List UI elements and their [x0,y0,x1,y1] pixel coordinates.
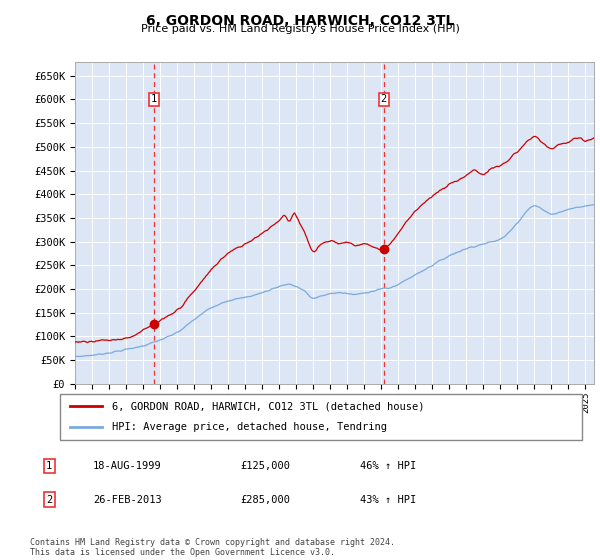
Text: 26-FEB-2013: 26-FEB-2013 [93,494,162,505]
Text: 6, GORDON ROAD, HARWICH, CO12 3TL: 6, GORDON ROAD, HARWICH, CO12 3TL [146,14,454,28]
Text: 6, GORDON ROAD, HARWICH, CO12 3TL (detached house): 6, GORDON ROAD, HARWICH, CO12 3TL (detac… [112,401,425,411]
Text: 43% ↑ HPI: 43% ↑ HPI [360,494,416,505]
Text: Price paid vs. HM Land Registry's House Price Index (HPI): Price paid vs. HM Land Registry's House … [140,24,460,34]
Text: 2: 2 [380,95,387,105]
Text: 1: 1 [46,461,52,471]
Text: £285,000: £285,000 [240,494,290,505]
Text: 2: 2 [46,494,52,505]
Text: £125,000: £125,000 [240,461,290,471]
Text: Contains HM Land Registry data © Crown copyright and database right 2024.
This d: Contains HM Land Registry data © Crown c… [30,538,395,557]
Text: HPI: Average price, detached house, Tendring: HPI: Average price, detached house, Tend… [112,422,387,432]
Text: 1: 1 [151,95,157,105]
FancyBboxPatch shape [60,394,582,440]
Text: 46% ↑ HPI: 46% ↑ HPI [360,461,416,471]
Text: 18-AUG-1999: 18-AUG-1999 [93,461,162,471]
